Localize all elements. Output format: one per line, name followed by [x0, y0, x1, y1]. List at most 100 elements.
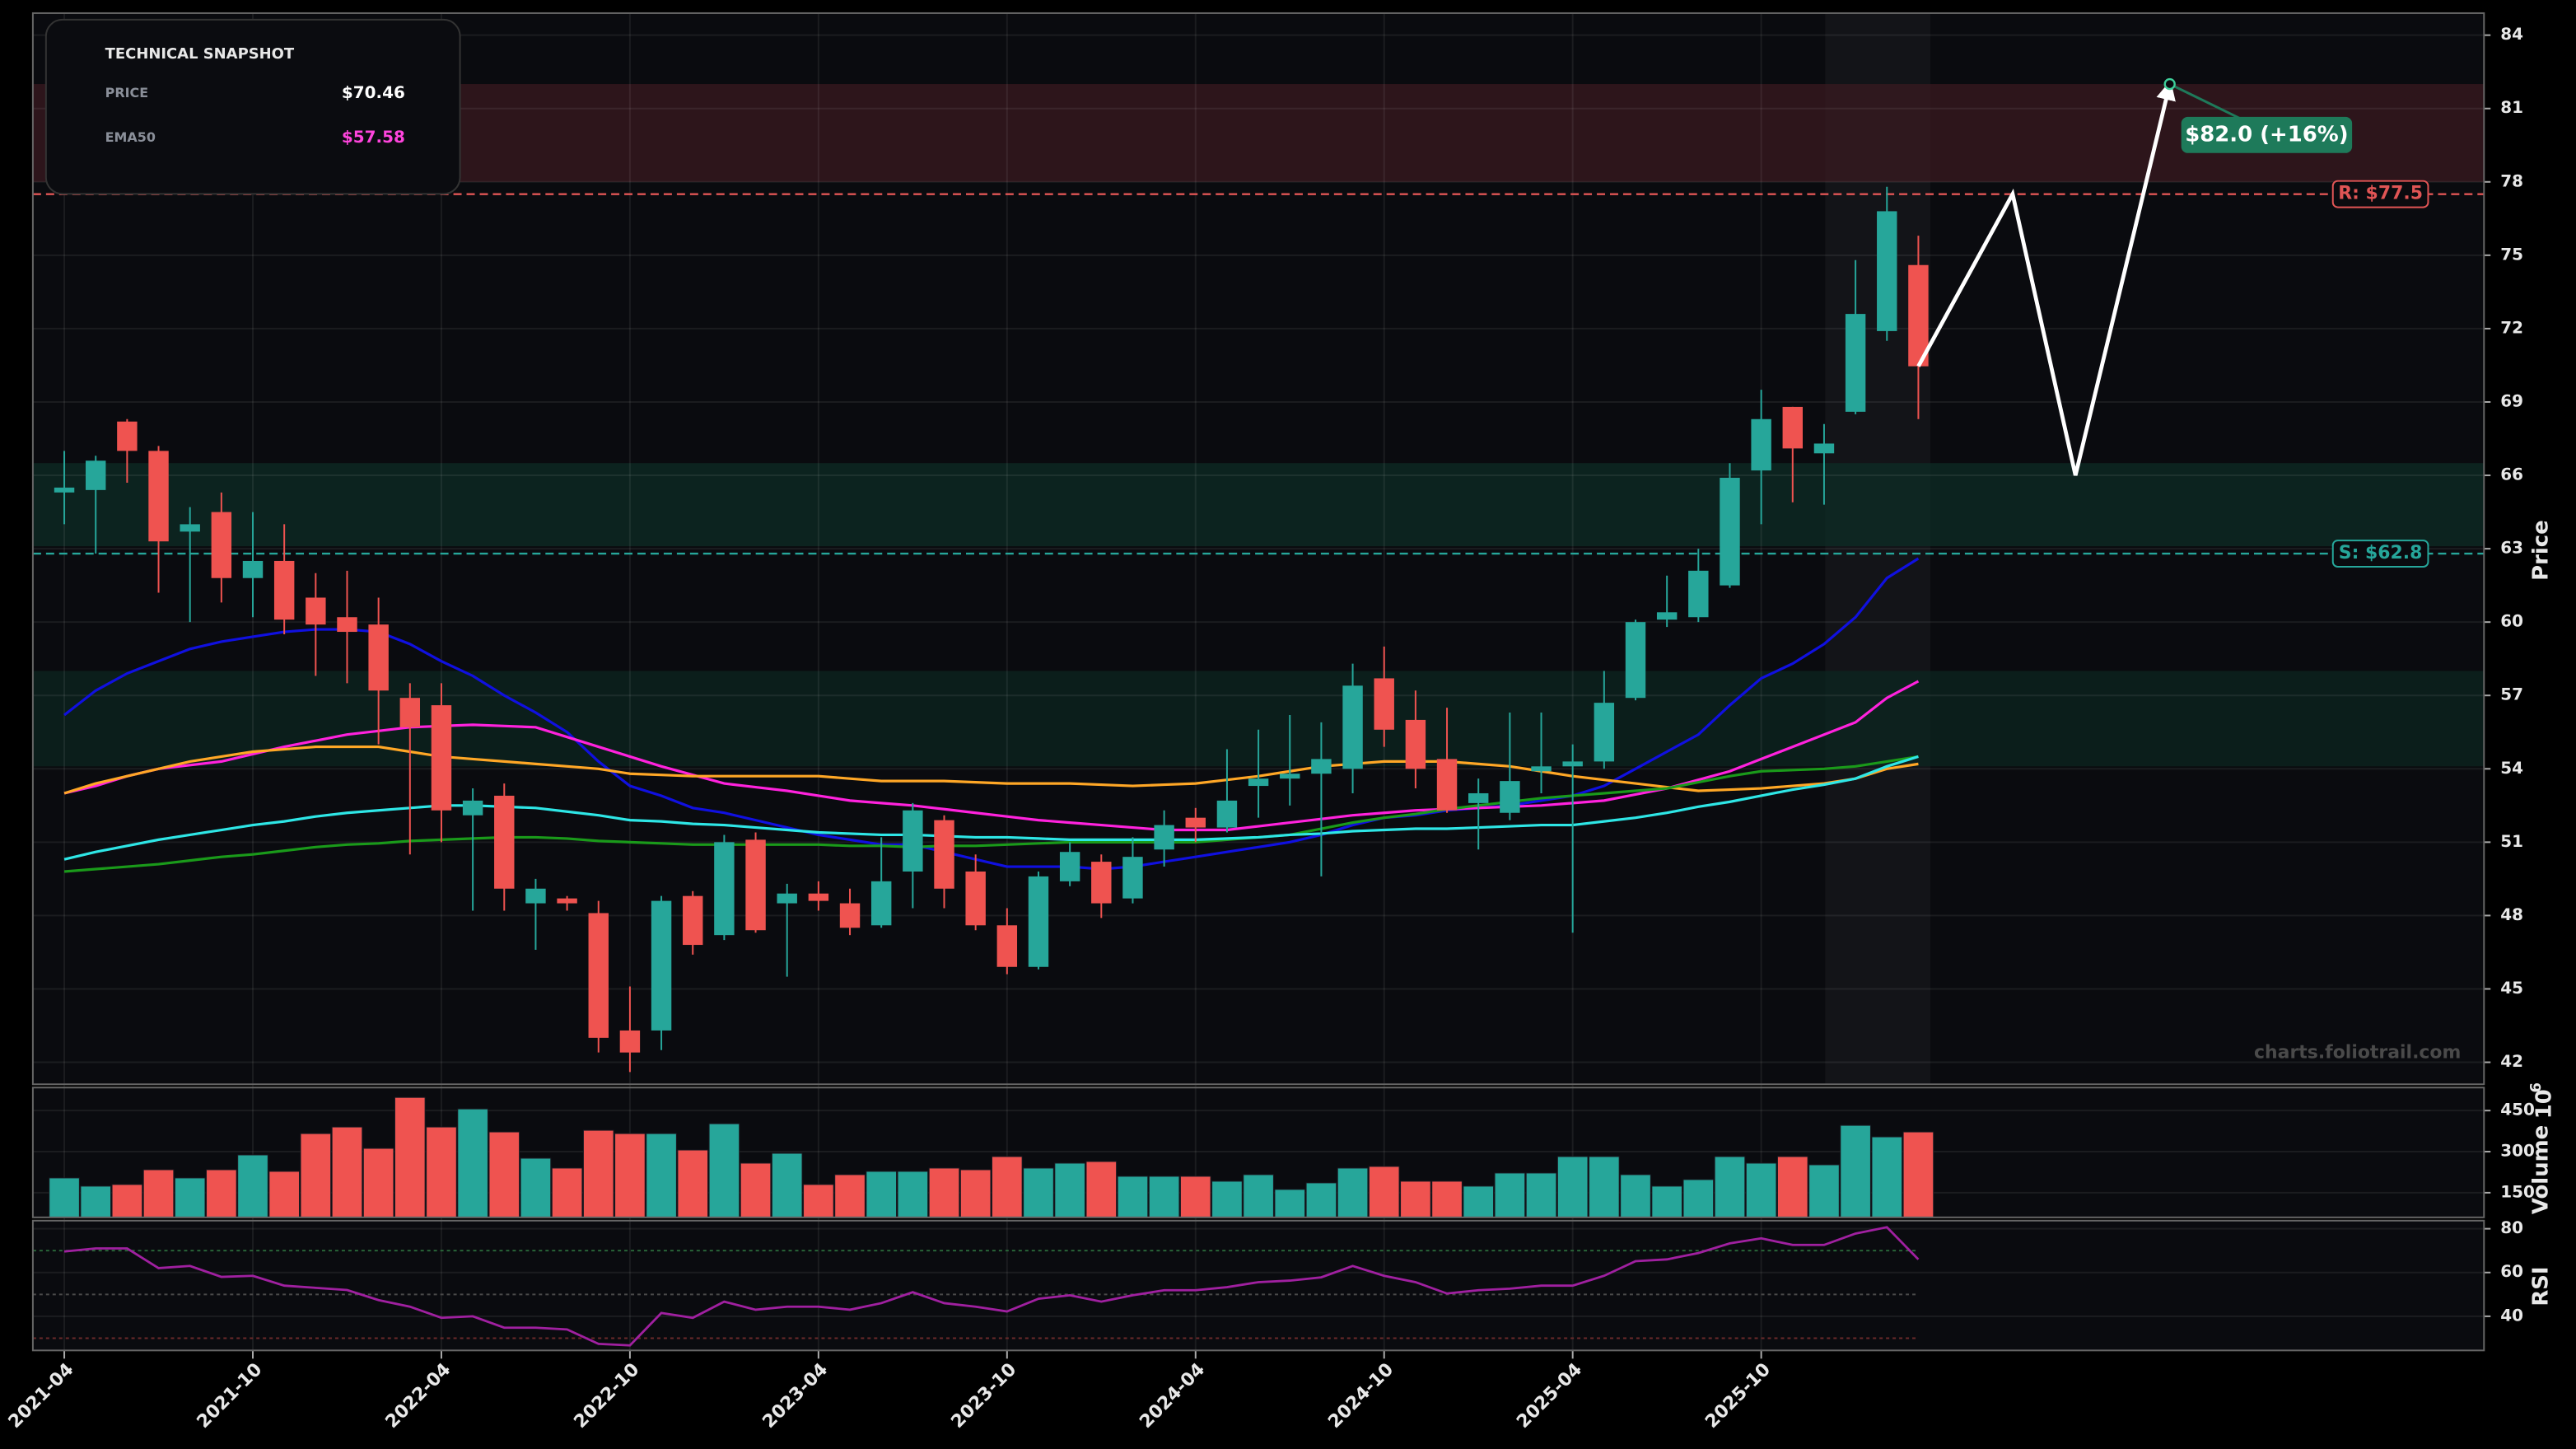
- candle-body: [494, 795, 515, 889]
- candle-body: [1280, 774, 1300, 779]
- target-marker: [2163, 77, 2176, 91]
- volume-bar: [1337, 1167, 1369, 1218]
- volume-bar: [677, 1149, 709, 1218]
- volume-bar: [1871, 1136, 1903, 1218]
- snapshot-value: $57.58: [342, 127, 405, 147]
- volume-bar: [1651, 1185, 1682, 1218]
- candle-body: [1091, 862, 1112, 904]
- candle-body: [1185, 817, 1206, 828]
- volume-bar: [708, 1123, 740, 1218]
- candle-body: [839, 903, 861, 928]
- candle-body: [934, 820, 954, 889]
- candle-body: [1374, 678, 1394, 730]
- candle-body: [1720, 478, 1740, 586]
- candle-body: [1845, 314, 1866, 412]
- candle-body: [1342, 685, 1363, 769]
- candle-body: [1216, 800, 1238, 828]
- volume-bar: [1400, 1180, 1431, 1218]
- volume-bar: [174, 1177, 206, 1218]
- volume-bar: [1054, 1162, 1085, 1218]
- candle-body: [368, 624, 389, 691]
- volume-bar: [803, 1184, 834, 1218]
- y-tick-label: 300: [2500, 1141, 2535, 1161]
- y-tick-label: 57: [2500, 685, 2523, 704]
- volume-bar: [142, 1169, 175, 1218]
- price-axis-label: Price: [2529, 520, 2554, 581]
- support-label-box: [2331, 540, 2429, 568]
- volume-bar: [394, 1096, 426, 1218]
- recent-highlight: [1825, 12, 1931, 1085]
- volume-bar: [740, 1162, 772, 1218]
- candle-body: [399, 698, 421, 727]
- volume-bar: [206, 1169, 237, 1218]
- y-tick-label: 75: [2500, 244, 2523, 264]
- volume-bar: [1808, 1164, 1840, 1218]
- rsi-line: [63, 1226, 1920, 1347]
- snapshot-panel: TECHNICAL SNAPSHOT PRICE $70.46 EMA50 $57.5…: [44, 18, 461, 195]
- y-tick-label: 84: [2500, 24, 2523, 44]
- y-tick-label: 78: [2500, 171, 2523, 190]
- ema-line: [63, 680, 1920, 832]
- volume-scale-base: 10: [2532, 1089, 2557, 1119]
- candle-body: [1688, 570, 1709, 618]
- volume-bar: [300, 1133, 332, 1218]
- candle-body: [306, 597, 326, 625]
- ema-line: [63, 745, 1919, 795]
- volume-bar: [49, 1177, 80, 1218]
- volume-bar: [1840, 1124, 1871, 1218]
- volume-bar: [268, 1171, 300, 1218]
- ema-line: [63, 755, 1919, 873]
- y-tick-label: 42: [2500, 1051, 2523, 1071]
- volume-bar: [551, 1167, 583, 1218]
- snapshot-box: [44, 18, 461, 195]
- y-tick-label: 54: [2500, 758, 2523, 778]
- y-tick-label: 66: [2500, 465, 2523, 484]
- volume-bar: [614, 1133, 646, 1218]
- resistance-label: R: $77.5: [2338, 184, 2423, 204]
- volume-bar: [1620, 1174, 1651, 1218]
- volume-bar: [488, 1131, 520, 1218]
- volume-frame: [31, 1087, 2485, 1218]
- y-tick-label: 51: [2500, 831, 2523, 851]
- y-tick-label: 450: [2500, 1100, 2535, 1119]
- candle-body: [1059, 852, 1080, 881]
- candle-body: [273, 560, 295, 620]
- candle-body: [242, 560, 264, 578]
- volume-bar: [1085, 1161, 1118, 1218]
- ema-line: [63, 755, 1919, 861]
- volume-bar: [1494, 1172, 1526, 1218]
- candle-body: [557, 898, 577, 904]
- candle-body: [745, 839, 766, 931]
- volume-bar: [897, 1171, 929, 1218]
- y-tick-label: 40: [2500, 1305, 2523, 1325]
- y-tick-label: 72: [2500, 317, 2523, 337]
- volume-bar: [1243, 1174, 1274, 1218]
- candle-body: [337, 617, 357, 633]
- candle-body: [211, 512, 232, 578]
- volume-bar: [1148, 1176, 1180, 1218]
- volume-axis-label: Volume: [2529, 1125, 2554, 1214]
- candle-body: [117, 421, 138, 451]
- candle-body: [1656, 612, 1678, 620]
- candle-body: [180, 524, 200, 532]
- volume-bar: [834, 1174, 866, 1218]
- candle-body: [1877, 211, 1897, 331]
- volume-scale-exponent: 6: [2527, 1082, 2545, 1092]
- watermark: charts.foliotrail.com: [2254, 1042, 2461, 1063]
- candle-body: [1436, 759, 1458, 811]
- volume-bar: [1431, 1180, 1463, 1218]
- support-label: S: $62.8: [2339, 543, 2423, 563]
- candle-body: [996, 925, 1018, 967]
- candle-body: [683, 895, 703, 946]
- candle-body: [619, 1030, 641, 1053]
- volume-bar: [1714, 1156, 1746, 1218]
- y-tick-label: 45: [2500, 978, 2523, 998]
- volume-bar: [1305, 1182, 1337, 1218]
- snapshot-label: EMA50: [105, 129, 156, 145]
- candle-body: [1813, 443, 1835, 454]
- resistance-label-box: [2331, 180, 2429, 208]
- candle-body: [148, 451, 169, 542]
- candle-body: [1594, 703, 1615, 762]
- volume-bar: [646, 1133, 677, 1218]
